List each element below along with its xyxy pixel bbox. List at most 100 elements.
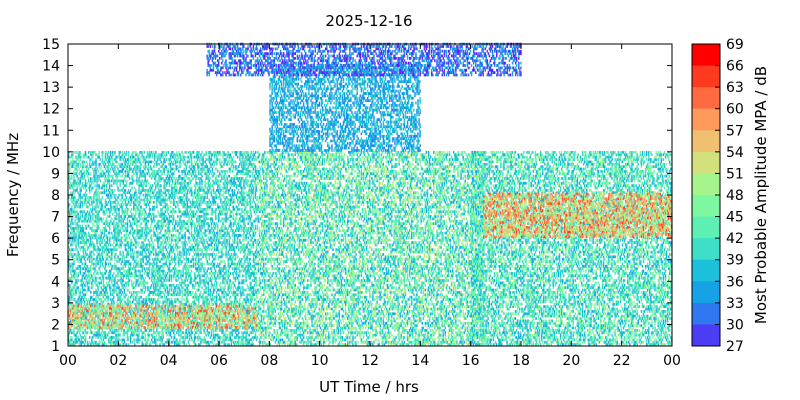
- heatmap-cell: [173, 208, 174, 211]
- heatmap-cell: [109, 180, 110, 183]
- heatmap-cell: [154, 158, 155, 161]
- heatmap-cell: [96, 182, 97, 185]
- heatmap-cell: [186, 277, 187, 280]
- heatmap-cell: [176, 187, 177, 190]
- heatmap-cell: [175, 234, 176, 237]
- heatmap-cell: [96, 255, 97, 258]
- heatmap-cell: [130, 161, 131, 164]
- heatmap-cell: [171, 274, 172, 277]
- heatmap-cell: [161, 201, 162, 204]
- heatmap-cell: [158, 225, 159, 228]
- heatmap-cell: [125, 215, 126, 218]
- heatmap-cell: [110, 270, 111, 273]
- heatmap-cell: [129, 177, 130, 180]
- heatmap-cell: [186, 215, 187, 218]
- heatmap-cell: [164, 213, 165, 216]
- heatmap-cell: [73, 217, 74, 220]
- heatmap-cell: [101, 172, 102, 175]
- heatmap-cell: [158, 156, 159, 159]
- heatmap-cell: [86, 279, 87, 282]
- heatmap-cell: [184, 236, 185, 239]
- heatmap-cell: [112, 298, 113, 301]
- heatmap-cell: [89, 182, 90, 185]
- heatmap-cell: [77, 241, 78, 244]
- heatmap-cell: [144, 248, 145, 251]
- heatmap-cell: [147, 172, 148, 175]
- heatmap-cell: [120, 220, 121, 223]
- heatmap-cell: [138, 331, 139, 334]
- heatmap-cell: [96, 187, 97, 190]
- heatmap-cell: [74, 270, 75, 273]
- heatmap-cell: [138, 196, 139, 199]
- heatmap-cell: [77, 227, 78, 230]
- heatmap-cell: [161, 215, 162, 218]
- heatmap-cell: [82, 206, 83, 209]
- heatmap-cell: [157, 172, 158, 175]
- heatmap-cell: [139, 282, 140, 285]
- heatmap-cell: [184, 279, 185, 282]
- heatmap-cell: [162, 267, 163, 270]
- heatmap-cell: [166, 274, 167, 277]
- heatmap-cell: [167, 210, 168, 213]
- heatmap-cell: [109, 156, 110, 159]
- heatmap-cell: [109, 213, 110, 216]
- heatmap-cell: [173, 161, 174, 164]
- heatmap-cell: [110, 244, 111, 247]
- heatmap-cell: [83, 336, 84, 339]
- heatmap-cell: [128, 251, 129, 254]
- heatmap-cell: [180, 263, 181, 266]
- heatmap-cell: [89, 274, 90, 277]
- heatmap-cell: [116, 184, 117, 187]
- heatmap-cell: [147, 341, 148, 344]
- heatmap-cell: [89, 289, 90, 292]
- heatmap-cell: [106, 270, 107, 273]
- heatmap-cell: [179, 153, 180, 156]
- heatmap-cell: [164, 153, 165, 156]
- heatmap-cell: [170, 260, 171, 263]
- heatmap-cell: [166, 296, 167, 299]
- heatmap-cell: [71, 336, 72, 339]
- heatmap-cell: [144, 201, 145, 204]
- heatmap-cell: [186, 274, 187, 277]
- heatmap-cell: [73, 260, 74, 263]
- heatmap-cell: [97, 213, 98, 216]
- heatmap-cell: [187, 253, 188, 256]
- heatmap-cell: [82, 286, 83, 289]
- heatmap-cell: [175, 267, 176, 270]
- heatmap-cell: [109, 251, 110, 254]
- heatmap-cell: [103, 338, 104, 341]
- heatmap-cell: [97, 180, 98, 183]
- heatmap-cell: [85, 341, 86, 344]
- heatmap-cell: [91, 196, 92, 199]
- heatmap-cell: [153, 284, 154, 287]
- heatmap-cell: [89, 286, 90, 289]
- heatmap-cell: [167, 277, 168, 280]
- heatmap-cell: [133, 263, 134, 266]
- heatmap-cell: [140, 236, 141, 239]
- heatmap-cell: [189, 161, 190, 164]
- heatmap-cell: [145, 277, 146, 280]
- heatmap-cell: [136, 293, 137, 296]
- heatmap-cell: [176, 244, 177, 247]
- heatmap-cell: [138, 203, 139, 206]
- heatmap-cell: [75, 293, 76, 296]
- heatmap-cell: [159, 301, 160, 304]
- heatmap-cell: [114, 153, 115, 156]
- heatmap-cell: [77, 267, 78, 270]
- heatmap-cell: [158, 296, 159, 299]
- heatmap-cell: [169, 267, 170, 270]
- heatmap-cell: [76, 210, 77, 213]
- heatmap-cell: [77, 286, 78, 289]
- heatmap-cell: [177, 225, 178, 228]
- heatmap-cell: [148, 274, 149, 277]
- heatmap-cell: [80, 217, 81, 220]
- heatmap-cell: [107, 236, 108, 239]
- heatmap-cell: [172, 213, 173, 216]
- heatmap-cell: [117, 274, 118, 277]
- heatmap-cell: [179, 253, 180, 256]
- heatmap-cell: [130, 232, 131, 235]
- heatmap-cell: [111, 232, 112, 235]
- heatmap-cell: [120, 158, 121, 161]
- heatmap-cell: [134, 161, 135, 164]
- heatmap-cell: [127, 229, 128, 232]
